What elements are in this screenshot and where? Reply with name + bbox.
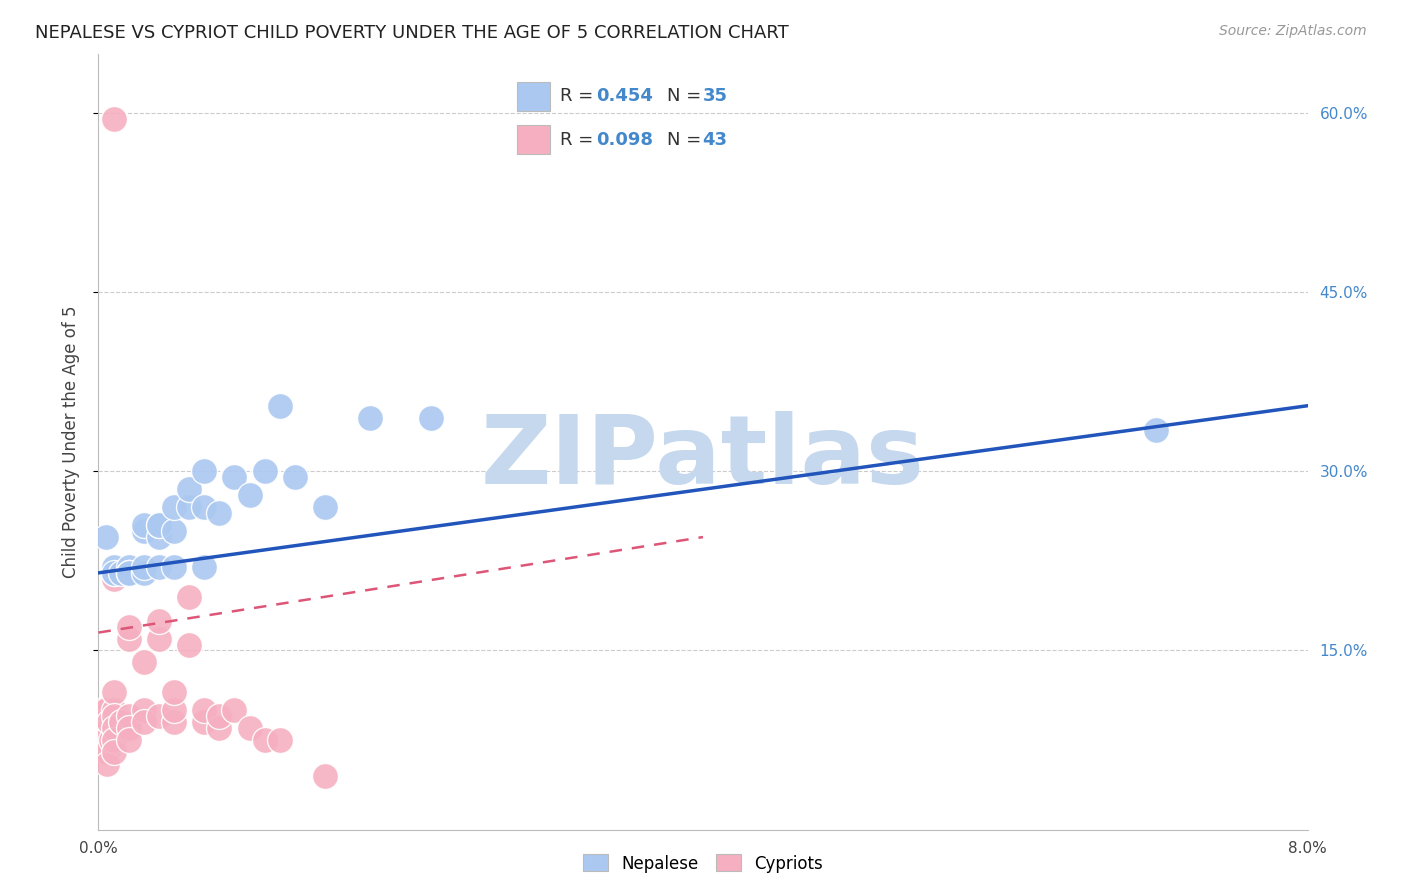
- Point: [148, 709, 170, 723]
- Point: [420, 410, 443, 425]
- Point: [132, 518, 155, 533]
- Point: [148, 518, 170, 533]
- Point: [103, 745, 125, 759]
- Point: [118, 560, 141, 574]
- Point: [269, 733, 291, 747]
- Point: [103, 572, 125, 586]
- Point: [103, 566, 125, 580]
- Point: [193, 560, 215, 574]
- Point: [179, 638, 201, 652]
- Point: [132, 715, 155, 730]
- Point: [360, 410, 382, 425]
- Point: [239, 488, 262, 502]
- Point: [148, 632, 170, 646]
- Point: [103, 733, 125, 747]
- Point: [118, 619, 141, 633]
- Point: [224, 703, 246, 717]
- Point: [103, 721, 125, 735]
- Text: Source: ZipAtlas.com: Source: ZipAtlas.com: [1219, 24, 1367, 38]
- Point: [96, 745, 118, 759]
- Point: [224, 470, 246, 484]
- Point: [100, 733, 122, 747]
- Point: [103, 560, 125, 574]
- Point: [179, 483, 201, 497]
- Point: [163, 703, 186, 717]
- Point: [132, 524, 155, 538]
- Point: [103, 112, 125, 127]
- Point: [253, 464, 276, 478]
- Point: [179, 500, 201, 515]
- Point: [132, 656, 155, 670]
- Point: [193, 703, 215, 717]
- Point: [148, 530, 170, 544]
- Point: [118, 733, 141, 747]
- Point: [163, 524, 186, 538]
- Legend: Nepalese, Cypriots: Nepalese, Cypriots: [576, 847, 830, 880]
- Point: [90, 715, 112, 730]
- Point: [94, 703, 117, 717]
- Point: [314, 769, 336, 783]
- Point: [98, 715, 121, 730]
- Point: [118, 709, 141, 723]
- Point: [91, 703, 114, 717]
- Point: [103, 703, 125, 717]
- Point: [118, 566, 141, 580]
- Point: [103, 709, 125, 723]
- Point: [163, 685, 186, 699]
- Point: [208, 506, 231, 520]
- Point: [132, 566, 155, 580]
- Point: [132, 560, 155, 574]
- Point: [163, 500, 186, 515]
- Point: [148, 560, 170, 574]
- Point: [96, 756, 118, 771]
- Point: [118, 566, 141, 580]
- Point: [94, 530, 117, 544]
- Point: [179, 590, 201, 604]
- Point: [93, 715, 115, 730]
- Point: [163, 715, 186, 730]
- Point: [118, 721, 141, 735]
- Point: [110, 715, 132, 730]
- Text: ZIPatlas: ZIPatlas: [481, 410, 925, 504]
- Point: [253, 733, 276, 747]
- Point: [118, 632, 141, 646]
- Point: [208, 721, 231, 735]
- Point: [94, 733, 117, 747]
- Point: [148, 518, 170, 533]
- Point: [193, 464, 215, 478]
- Point: [239, 721, 262, 735]
- Point: [208, 709, 231, 723]
- Y-axis label: Child Poverty Under the Age of 5: Child Poverty Under the Age of 5: [62, 305, 80, 578]
- Point: [284, 470, 307, 484]
- Point: [1146, 423, 1168, 437]
- Point: [163, 560, 186, 574]
- Text: NEPALESE VS CYPRIOT CHILD POVERTY UNDER THE AGE OF 5 CORRELATION CHART: NEPALESE VS CYPRIOT CHILD POVERTY UNDER …: [35, 24, 789, 42]
- Point: [103, 566, 125, 580]
- Point: [193, 500, 215, 515]
- Point: [103, 685, 125, 699]
- Point: [110, 566, 132, 580]
- Point: [148, 614, 170, 628]
- Point: [269, 399, 291, 413]
- Point: [118, 566, 141, 580]
- Point: [193, 715, 215, 730]
- Point: [132, 703, 155, 717]
- Point: [314, 500, 336, 515]
